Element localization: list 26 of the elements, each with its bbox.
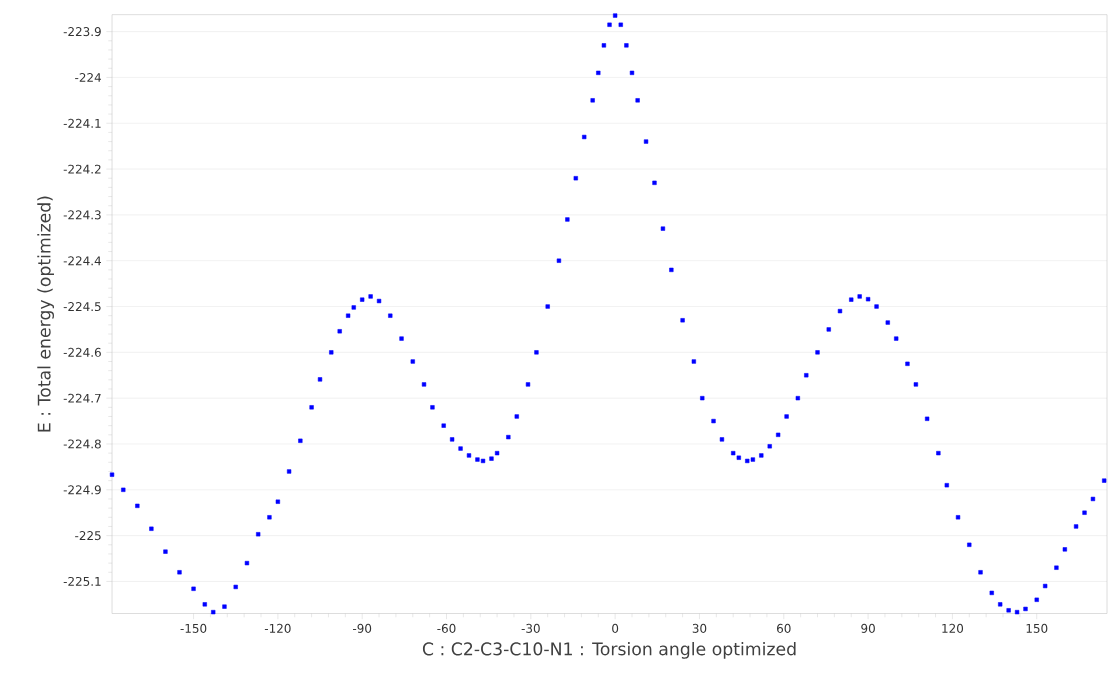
y-tick-label: -223.9 <box>63 27 101 37</box>
x-tick-label: 60 <box>777 624 791 634</box>
y-tick-label: -224.5 <box>63 302 101 312</box>
y-tick-label: -224.4 <box>63 256 101 266</box>
x-tick-label: -150 <box>180 624 207 634</box>
y-tick-label: -224 <box>75 73 101 83</box>
y-tick-label: -224.8 <box>63 439 101 449</box>
y-tick-label: -224.7 <box>63 393 101 403</box>
y-tick-label: -225.1 <box>63 577 101 587</box>
x-tick-label: -90 <box>353 624 372 634</box>
y-tick-label: -224.3 <box>63 210 101 220</box>
x-tick-label: 0 <box>612 624 619 634</box>
x-tick-label: 30 <box>692 624 707 634</box>
x-tick-label: 120 <box>942 624 964 634</box>
y-tick-label: -224.6 <box>63 348 101 358</box>
x-tick-label: -120 <box>264 624 291 634</box>
y-tick-label: -224.1 <box>63 119 101 128</box>
y-tick-label: -225 <box>75 531 101 541</box>
x-tick-label: 150 <box>1026 624 1048 634</box>
y-tick-label: -224.9 <box>63 485 101 495</box>
y-tick-label: -224.2 <box>63 164 101 174</box>
x-tick-label: -60 <box>437 624 456 634</box>
x-tick-label: -30 <box>521 624 540 634</box>
y-axis-title: E : Total energy (optimized) <box>37 196 54 432</box>
x-tick-label: 90 <box>861 624 875 634</box>
x-axis-title: C : C2-C3-C10-N1 : Torsion angle optimized <box>422 642 796 659</box>
